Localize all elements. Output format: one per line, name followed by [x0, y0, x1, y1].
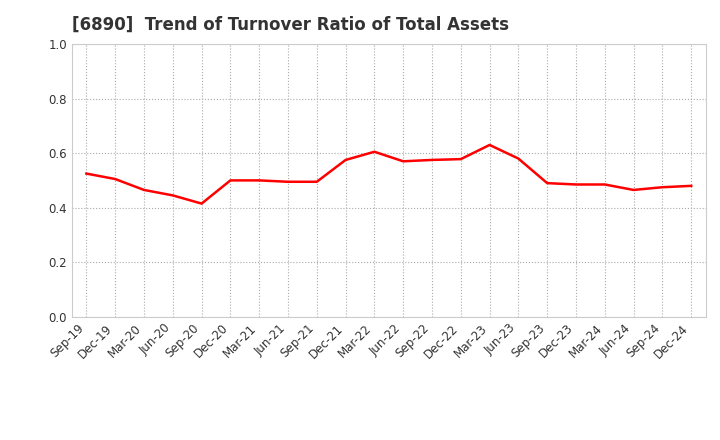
Text: [6890]  Trend of Turnover Ratio of Total Assets: [6890] Trend of Turnover Ratio of Total …	[72, 16, 509, 34]
